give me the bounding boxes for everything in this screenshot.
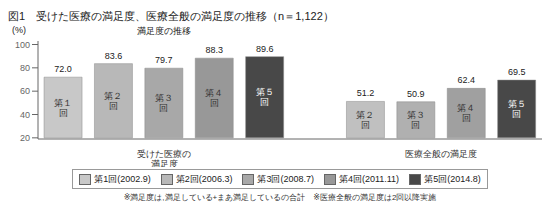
html-text:第5回(2014.8): 第5回(2014.8) bbox=[424, 173, 481, 184]
html-text:第2回(2006.3): 第2回(2006.3) bbox=[175, 173, 233, 184]
svg-text:79.7: 79.7 bbox=[155, 55, 173, 65]
html-text:第3回(2008.7): 第3回(2008.7) bbox=[257, 173, 314, 184]
svg-text:100: 100 bbox=[15, 40, 30, 50]
svg-text:40: 40 bbox=[20, 110, 30, 120]
html-text:図1 受けた医療の満足度、医療全般の満足度の推移（n＝1,1: 図1 受けた医療の満足度、医療全般の満足度の推移（n＝1,122） bbox=[8, 10, 334, 22]
svg-text:第４回: 第４回 bbox=[457, 103, 475, 123]
svg-text:第５回: 第５回 bbox=[256, 87, 274, 107]
svg-text:80: 80 bbox=[20, 63, 30, 73]
svg-text:88.3: 88.3 bbox=[205, 45, 223, 55]
svg-text:83.6: 83.6 bbox=[105, 51, 123, 61]
svg-text:第２回: 第２回 bbox=[104, 91, 122, 111]
svg-text:89.6: 89.6 bbox=[256, 44, 274, 54]
svg-text:第５回: 第５回 bbox=[508, 99, 526, 119]
svg-text:69.5: 69.5 bbox=[508, 67, 526, 77]
svg-text:第３回: 第３回 bbox=[407, 110, 425, 130]
svg-text:医療全般の満足度: 医療全般の満足度 bbox=[405, 149, 477, 159]
svg-text:51.2: 51.2 bbox=[357, 88, 375, 98]
svg-text:60: 60 bbox=[20, 86, 30, 96]
html-text:満足度の推移: 満足度の推移 bbox=[137, 26, 191, 36]
svg-text:第１回: 第１回 bbox=[54, 98, 72, 118]
svg-text:第４回: 第４回 bbox=[205, 88, 223, 108]
svg-text:20: 20 bbox=[20, 133, 30, 143]
svg-text:第２回: 第２回 bbox=[356, 110, 374, 130]
svg-text:62.4: 62.4 bbox=[457, 75, 475, 85]
svg-text:72.0: 72.0 bbox=[54, 64, 72, 74]
svg-text:第３回: 第３回 bbox=[155, 93, 173, 113]
html-text:※満足度は,満足している+まあ満足しているの合計 ※医療全般: ※満足度は,満足している+まあ満足しているの合計 ※医療全般の満足度は2回以降実… bbox=[123, 193, 437, 202]
svg-text:50.9: 50.9 bbox=[407, 89, 425, 99]
svg-text:受けた医療の満足度: 受けた医療の満足度 bbox=[137, 149, 191, 167]
html-text:第4回(2011.11): 第4回(2011.11) bbox=[338, 173, 400, 184]
html-text:第1回(2002.9): 第1回(2002.9) bbox=[94, 173, 151, 184]
